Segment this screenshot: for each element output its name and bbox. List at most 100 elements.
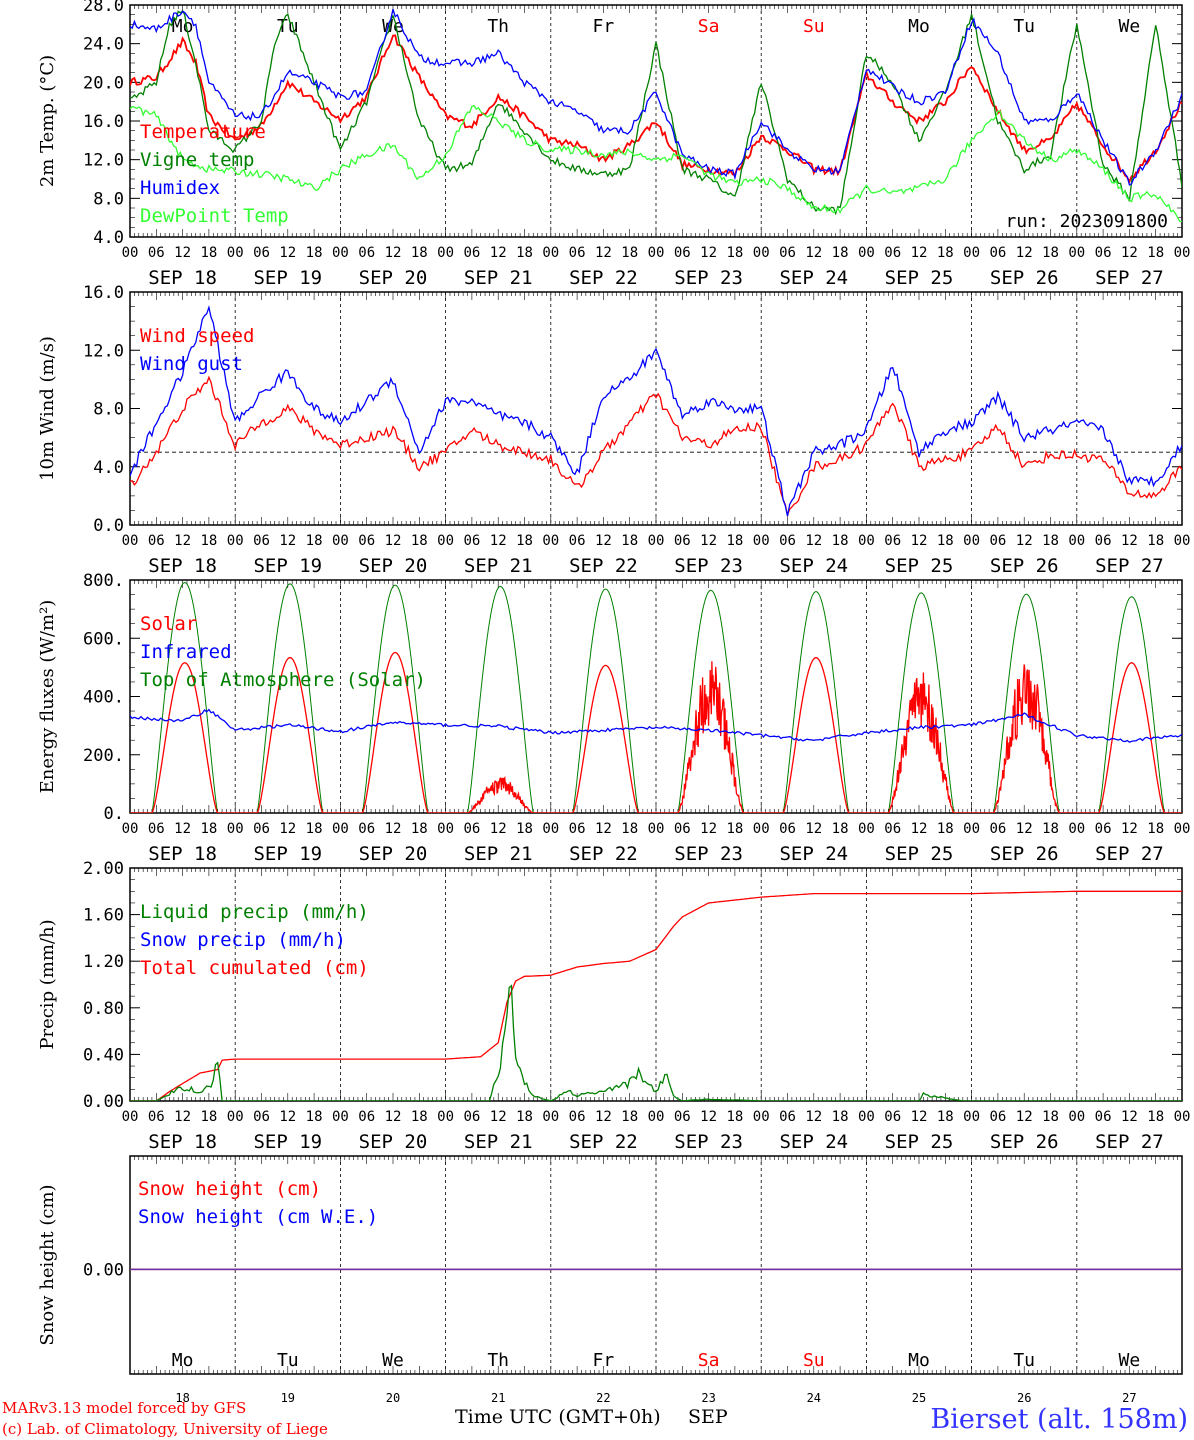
hour-label: 12 (805, 1109, 822, 1125)
hour-label: 12 (1121, 1109, 1138, 1125)
y-tick-label: 1.60 (83, 906, 124, 926)
hour-label: 00 (122, 1109, 139, 1125)
weekday-label: Tu (1013, 16, 1035, 37)
hour-label: 18 (306, 245, 323, 261)
toa-solar-line (866, 592, 972, 813)
weekday-label: Su (803, 16, 825, 37)
hour-label: 00 (227, 1109, 244, 1125)
hour-label: 00 (1068, 821, 1085, 837)
date-label: SEP 26 (990, 267, 1059, 289)
hour-label: 06 (779, 245, 796, 261)
panel-3: 0. 200. 400. 600. 800. Energy fluxes (W/m²) 00… (37, 571, 1190, 865)
date-label: SEP 20 (359, 555, 428, 577)
hour-label: 18 (200, 1109, 217, 1125)
solar-line (340, 651, 446, 813)
hour-label: 18 (200, 245, 217, 261)
hour-label: 00 (648, 821, 665, 837)
hour-label: 12 (174, 1109, 191, 1125)
date-label: SEP 21 (464, 267, 533, 289)
hour-label: 00 (542, 821, 559, 837)
station-name: Bierset (alt. 158m) (930, 1404, 1188, 1435)
legend-entry: Snow height (cm W.E.) (138, 1206, 378, 1228)
date-label: SEP 23 (674, 267, 743, 289)
y-tick-label: 0.0 (93, 516, 124, 536)
y-axis-label: Energy fluxes (W/m²) (37, 600, 58, 794)
hour-label: 06 (1095, 821, 1112, 837)
legend-entry: Snow height (cm) (138, 1178, 321, 1200)
date-label: SEP 26 (990, 1131, 1059, 1153)
hour-label: 18 (726, 1109, 743, 1125)
hour-label: 00 (437, 533, 454, 549)
day-number: 20 (386, 1391, 400, 1405)
hour-label: 00 (122, 245, 139, 261)
hour-label: 12 (1121, 245, 1138, 261)
hour-label: 06 (463, 533, 480, 549)
hour-label: 18 (937, 533, 954, 549)
hour-label: 00 (963, 533, 980, 549)
weekday-label: Sa (698, 1350, 720, 1371)
panel-5: 0.00 Snow height (cm) Mo Tu We Th Fr Sa Su Mo Tu We… (37, 1155, 1183, 1405)
hour-label: 12 (700, 533, 717, 549)
hour-label: 12 (279, 1109, 296, 1125)
date-label: SEP 27 (1095, 843, 1164, 865)
hour-label: 00 (963, 1109, 980, 1125)
hour-label: 18 (200, 533, 217, 549)
solar-line (235, 657, 341, 813)
weekday-label: Mo (908, 1350, 930, 1371)
day-number: 25 (912, 1391, 926, 1405)
hour-label: 12 (1121, 533, 1138, 549)
series-line (130, 305, 1182, 517)
date-label: SEP 24 (779, 1131, 848, 1153)
toa-solar-line (656, 589, 762, 813)
date-label: SEP 23 (674, 555, 743, 577)
hour-label: 12 (700, 1109, 717, 1125)
weekday-label: We (1119, 1350, 1141, 1371)
hour-label: 18 (937, 1109, 954, 1125)
hour-label: 00 (858, 1109, 875, 1125)
hour-label: 18 (306, 533, 323, 549)
hour-label: 06 (1095, 1109, 1112, 1125)
hour-label: 18 (200, 821, 217, 837)
series-group (130, 582, 1182, 813)
run-label: run: 2023091800 (1005, 211, 1168, 232)
hour-label: 06 (358, 533, 375, 549)
hour-label: 00 (858, 533, 875, 549)
solar-line (656, 661, 762, 813)
hour-label: 00 (437, 1109, 454, 1125)
date-label: SEP 18 (148, 1131, 217, 1153)
solar-line (130, 662, 236, 813)
series-line (130, 9, 1182, 216)
hour-label: 00 (648, 245, 665, 261)
hour-label: 06 (569, 821, 586, 837)
date-label: SEP 22 (569, 555, 638, 577)
toa-solar-line (340, 584, 446, 813)
hour-label: 06 (358, 245, 375, 261)
hour-label: 12 (279, 533, 296, 549)
hour-label: 00 (1174, 533, 1191, 549)
series-group (130, 305, 1182, 518)
hour-label: 12 (279, 821, 296, 837)
hour-label: 06 (779, 1109, 796, 1125)
y-tick-label: 600. (83, 629, 124, 649)
hour-label: 12 (805, 821, 822, 837)
date-label: SEP 25 (885, 843, 954, 865)
y-tick-label: 800. (83, 571, 124, 591)
hour-label: 06 (884, 533, 901, 549)
hour-label: 00 (227, 245, 244, 261)
y-tick-label: 8.0 (93, 189, 124, 209)
day-number: 24 (807, 1391, 821, 1405)
hour-label: 00 (227, 533, 244, 549)
hour-label: 18 (621, 245, 638, 261)
hour-label: 06 (884, 245, 901, 261)
hour-label: 06 (674, 1109, 691, 1125)
toa-solar-line (550, 588, 656, 813)
weekday-label: Th (487, 1350, 509, 1371)
weekday-label: Su (803, 1350, 825, 1371)
hour-label: 18 (306, 821, 323, 837)
hour-label: 00 (332, 245, 349, 261)
y-tick-label: 12.0 (83, 151, 124, 171)
legend-entry: Humidex (140, 177, 220, 199)
hour-label: 12 (490, 821, 507, 837)
hour-label: 12 (911, 533, 928, 549)
date-label: SEP 26 (990, 555, 1059, 577)
